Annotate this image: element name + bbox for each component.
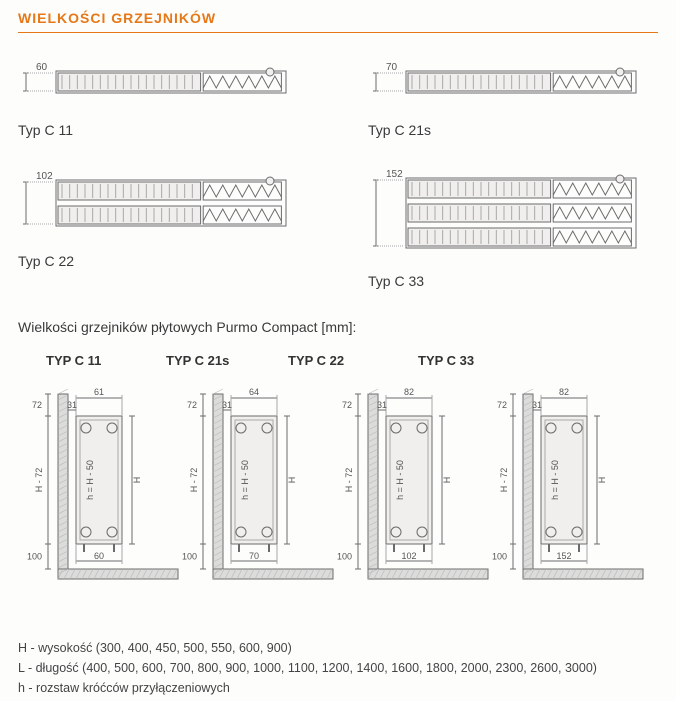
svg-text:70: 70: [249, 551, 259, 561]
svg-text:100: 100: [182, 552, 197, 562]
svg-text:H - 72: H - 72: [499, 468, 509, 493]
legend-line: H - wysokość (300, 400, 450, 500, 550, 6…: [18, 641, 658, 655]
legend: H - wysokość (300, 400, 450, 500, 550, 6…: [18, 641, 658, 695]
top-row-1: 60 Typ C 11 70 Typ C 21s: [18, 57, 658, 138]
svg-text:64: 64: [249, 387, 259, 397]
svg-text:31: 31: [532, 400, 542, 410]
legend-line: h - rozstaw króćców przyłączeniowych: [18, 681, 658, 695]
type-label: Typ C 33: [368, 273, 658, 289]
svg-text:31: 31: [222, 400, 232, 410]
subheading: Wielkości grzejników płytowych Purmo Com…: [18, 319, 658, 335]
svg-text:h = H - 50: h = H - 50: [240, 460, 250, 500]
header: TYP C 33: [418, 353, 548, 368]
svg-text:H: H: [442, 477, 452, 484]
header: TYP C 21s: [158, 353, 288, 368]
svg-text:70: 70: [386, 62, 398, 73]
svg-text:100: 100: [27, 552, 42, 562]
diagram-c11: 60 Typ C 11: [18, 57, 308, 138]
section-title: WIELKOŚCI GRZEJNIKÓW: [18, 0, 658, 33]
svg-text:H - 72: H - 72: [34, 468, 44, 493]
legend-line: L - długość (400, 500, 600, 700, 800, 90…: [18, 661, 658, 675]
type-label: Typ C 22: [18, 253, 308, 269]
svg-text:H: H: [597, 477, 607, 484]
svg-text:152: 152: [386, 169, 403, 180]
top-section-c33: 152: [368, 168, 648, 258]
svg-text:82: 82: [404, 387, 414, 397]
top-section-c22: 102: [18, 168, 298, 238]
svg-text:60: 60: [94, 551, 104, 561]
svg-text:60: 60: [36, 62, 48, 73]
top-section-c11: 60: [18, 57, 298, 107]
svg-text:100: 100: [337, 552, 352, 562]
svg-text:152: 152: [556, 551, 571, 561]
svg-text:h = H - 50: h = H - 50: [85, 460, 95, 500]
header: TYP C 11: [18, 353, 158, 368]
svg-text:31: 31: [67, 400, 77, 410]
diagram-c22: 102 Typ C 22: [18, 168, 308, 289]
svg-text:h = H - 50: h = H - 50: [550, 460, 560, 500]
svg-text:82: 82: [559, 387, 569, 397]
svg-text:72: 72: [32, 400, 42, 410]
svg-text:H - 72: H - 72: [189, 468, 199, 493]
svg-text:31: 31: [377, 400, 387, 410]
type-label: Typ C 21s: [368, 122, 658, 138]
svg-text:72: 72: [342, 400, 352, 410]
svg-text:H: H: [287, 477, 297, 484]
top-section-c21s: 70: [368, 57, 648, 107]
svg-text:72: 72: [497, 400, 507, 410]
svg-text:72: 72: [187, 400, 197, 410]
svg-text:102: 102: [401, 551, 416, 561]
diagram-c21s: 70 Typ C 21s: [368, 57, 658, 138]
type-label: Typ C 11: [18, 122, 308, 138]
header: TYP C 22: [288, 353, 418, 368]
bottom-diagrams: 61 31 72 H - 72 100 h = H - 50 H 60 64 31 72 H - 72…: [18, 374, 658, 614]
bottom-headers: TYP C 11 TYP C 21s TYP C 22 TYP C 33: [18, 353, 658, 368]
svg-text:h = H - 50: h = H - 50: [395, 460, 405, 500]
svg-text:102: 102: [36, 171, 53, 182]
svg-text:H: H: [132, 477, 142, 484]
svg-text:61: 61: [94, 387, 104, 397]
svg-text:100: 100: [492, 552, 507, 562]
top-row-2: 102 Typ C 22 152 Typ C 33: [18, 168, 658, 289]
svg-text:H - 72: H - 72: [344, 468, 354, 493]
diagram-c33: 152 Typ C 33: [368, 168, 658, 289]
